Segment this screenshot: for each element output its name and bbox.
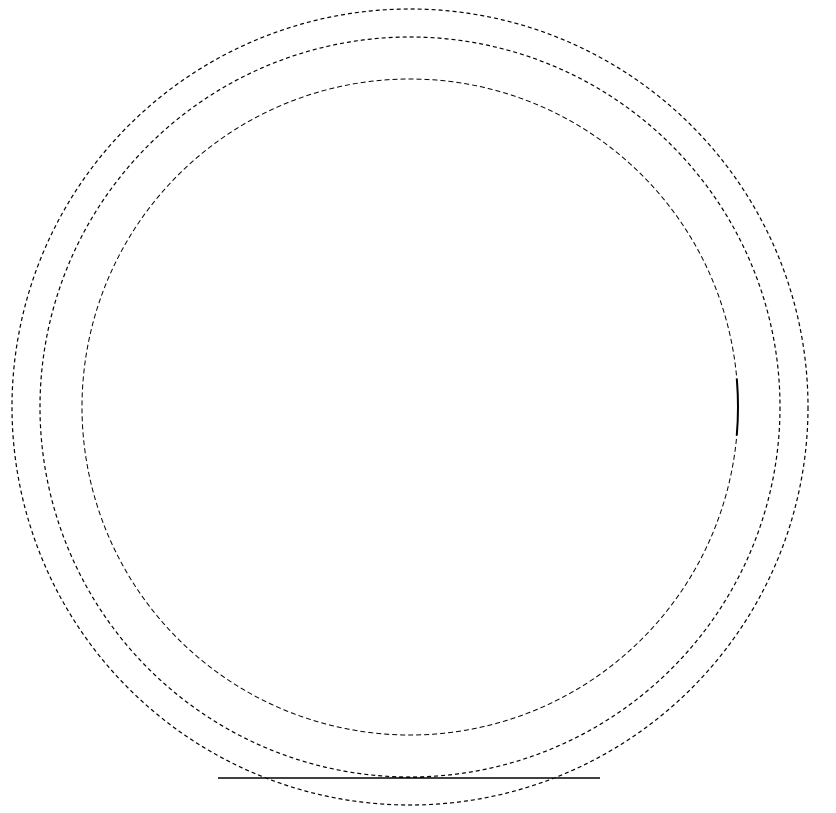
concentric-circles-diagram (0, 0, 836, 813)
background (0, 0, 836, 813)
diagram-stage (0, 0, 836, 813)
